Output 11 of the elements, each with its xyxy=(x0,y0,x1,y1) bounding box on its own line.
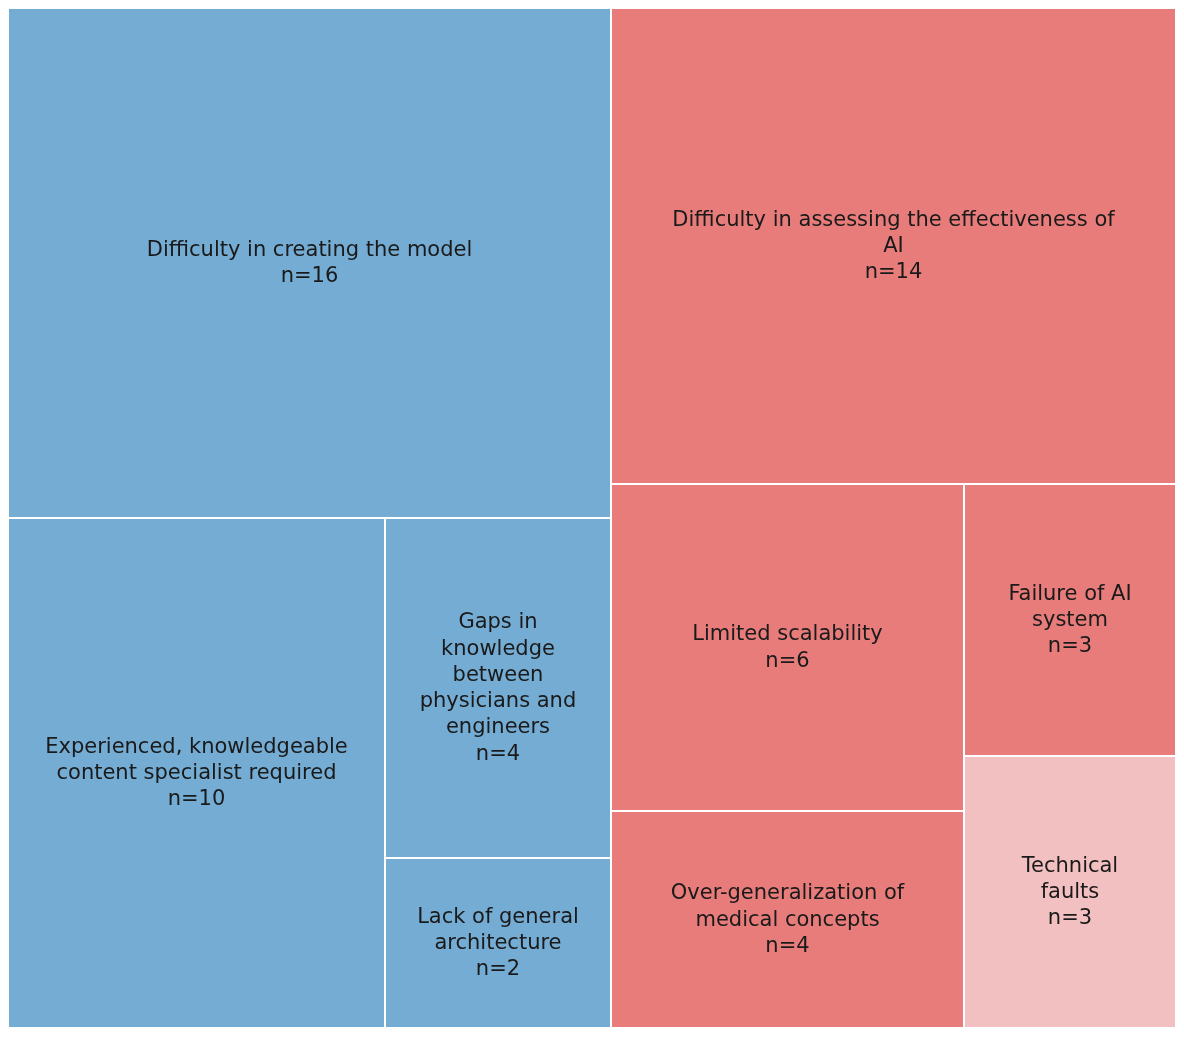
data-label: n=3 xyxy=(1047,905,1093,930)
data-label: n=16 xyxy=(280,263,339,288)
category-label: Limited scalability xyxy=(692,621,883,646)
data-label: n=2 xyxy=(475,956,521,981)
category-label: Difficulty in creating the model xyxy=(146,236,473,261)
data-label: n=6 xyxy=(765,647,810,672)
data-label: n=14 xyxy=(864,259,923,284)
data-label: n=4 xyxy=(475,740,521,765)
data-label: n=3 xyxy=(1047,633,1093,658)
data-label: n=4 xyxy=(765,932,810,957)
data-label: n=10 xyxy=(167,786,226,811)
